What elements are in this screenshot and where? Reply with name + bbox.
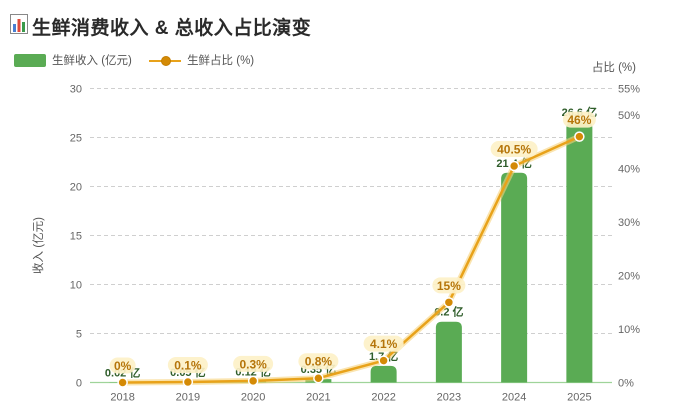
legend-item-revenue[interactable]: 生鲜收入 (亿元) [14, 52, 132, 68]
pct-label-bg [490, 141, 538, 158]
y2-tick-label: 30% [618, 217, 640, 229]
pct-label-bg [432, 277, 466, 294]
x-tick-label: 2025 [567, 392, 591, 404]
y-tick-label: 15 [70, 231, 82, 243]
y-axis-title: 收入 (亿元) [31, 217, 45, 274]
bar-chart-icon [10, 14, 28, 34]
chart-title: 生鲜消费收入 & 总收入占比演变 [32, 18, 312, 39]
legend-item-share[interactable]: 生鲜占比 (%) [149, 52, 254, 68]
x-tick-label: 2023 [437, 392, 461, 404]
y-tick-label: 10 [70, 280, 82, 292]
y-tick-label: 25 [70, 133, 82, 145]
pct-value-label: 40.5% [497, 143, 531, 157]
bar [370, 365, 397, 383]
line-point [182, 376, 194, 388]
chart-legend[interactable]: 生鲜收入 (亿元) 生鲜占比 (%) [14, 52, 268, 68]
pct-value-label: 0.8% [305, 355, 333, 369]
pct-label-bg [109, 357, 136, 374]
legend-bar-swatch [14, 53, 46, 67]
line-point [574, 131, 585, 142]
y2-tick-label: 55% [618, 84, 640, 96]
x-tick-label: 2022 [371, 392, 395, 404]
y2-tick-label: 20% [618, 271, 640, 283]
y-tick-label: 5 [76, 329, 82, 341]
line-point [378, 355, 389, 366]
pct-label-bg [363, 335, 404, 352]
pct-label-bg [233, 355, 274, 372]
series-line [122, 135, 580, 384]
y2-axis-title: 占比 (%) [592, 60, 636, 74]
y2-tick-label: 50% [618, 110, 640, 122]
pct-value-label: 4.1% [370, 337, 398, 351]
y-tick-label: 0 [76, 378, 82, 390]
legend-line-swatch [149, 54, 182, 67]
y2-tick-label: 0% [618, 378, 634, 390]
line-point [508, 160, 520, 172]
bar [435, 321, 462, 383]
pct-value-label: 0.1% [174, 358, 202, 372]
y-tick-label: 30 [70, 84, 82, 96]
pct-label-bg [298, 353, 339, 370]
x-tick-label: 2020 [241, 392, 265, 404]
line-point [117, 377, 128, 388]
pct-value-label: 46% [567, 113, 591, 127]
x-tick-label: 2021 [306, 392, 330, 404]
legend-label-revenue: 生鲜收入 (亿元) [52, 55, 132, 67]
pct-value-label: 0% [114, 359, 132, 373]
y2-tick-label: 40% [618, 164, 640, 176]
line-point [313, 372, 324, 384]
x-tick-label: 2024 [502, 392, 526, 404]
legend-label-share: 生鲜占比 (%) [187, 55, 255, 67]
bar [501, 172, 528, 383]
y2-tick-label: 10% [618, 324, 640, 336]
pct-value-label: 0.3% [239, 357, 267, 371]
pct-label-bg [167, 356, 208, 373]
pct-value-label: 15% [437, 279, 461, 293]
y-tick-label: 20 [70, 182, 82, 194]
line-point [247, 375, 259, 387]
x-tick-label: 2018 [110, 392, 134, 404]
bar [566, 121, 593, 383]
pct-label-bg [562, 111, 596, 128]
line-point [443, 297, 455, 308]
x-tick-label: 2019 [176, 392, 200, 404]
